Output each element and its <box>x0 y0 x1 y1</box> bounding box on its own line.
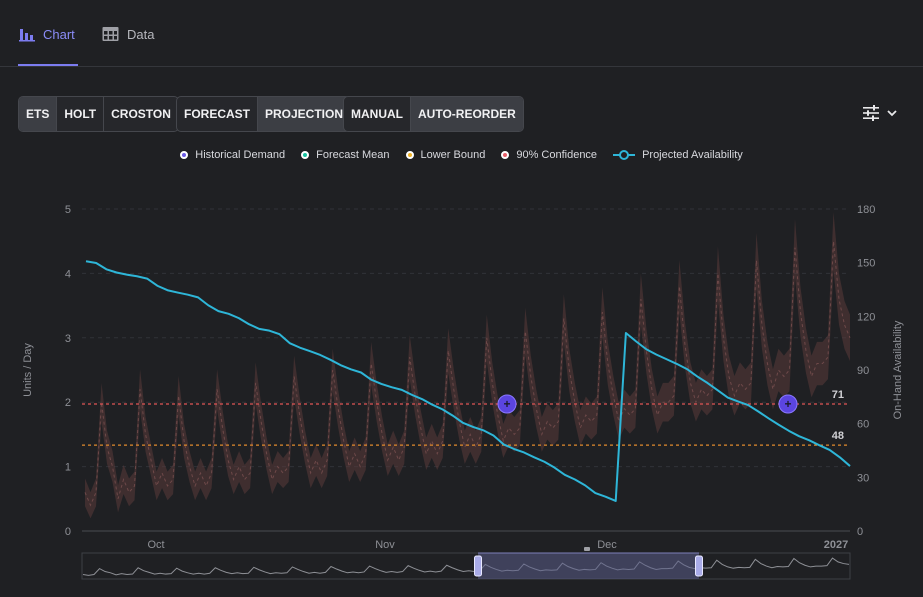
navigator-drag-grip[interactable] <box>584 547 590 551</box>
reorder-mode-toggle-group: MANUAL AUTO-REORDER <box>343 96 524 132</box>
bar-chart-icon <box>19 29 35 42</box>
manual-button[interactable]: MANUAL <box>351 107 403 121</box>
left-y-tick-label: 5 <box>65 204 71 216</box>
navigator-selection[interactable] <box>478 553 699 579</box>
right-axis-title: On-Hand Availability <box>892 320 904 419</box>
right-y-tick-label: 60 <box>857 419 869 431</box>
forecast-mean-line <box>84 241 851 507</box>
left-y-axis: 0 1 2 3 4 5 <box>65 204 71 538</box>
legend-confidence[interactable]: 90% Confidence <box>501 146 597 164</box>
legend-marker-icon <box>301 151 310 159</box>
legend-label: 90% Confidence <box>516 149 598 161</box>
projected-availability-line[interactable] <box>85 260 851 502</box>
table-icon <box>102 27 119 41</box>
navigator-track <box>81 552 851 580</box>
reorder-point-label: 71 <box>832 389 844 401</box>
legend-label: Lower Bound <box>420 149 486 161</box>
right-y-tick-label: 150 <box>857 258 875 270</box>
left-y-tick-label: 3 <box>65 333 71 345</box>
confidence-band-area <box>85 212 850 519</box>
legend-marker-icon <box>180 151 189 159</box>
tab-chart[interactable]: Chart <box>19 22 75 46</box>
chart-legend: Historical Demand Forecast Mean Lower Bo… <box>0 146 923 164</box>
reorder-marker-label: + <box>784 397 791 411</box>
view-tabs: Chart Data <box>0 0 923 67</box>
model-holt-button[interactable]: HOLT <box>56 97 103 131</box>
left-y-tick-label: 0 <box>65 526 71 538</box>
reorder-markers[interactable]: + + <box>497 394 798 414</box>
chart-settings-menu[interactable] <box>862 102 904 124</box>
right-y-tick-label: 90 <box>857 365 869 377</box>
legend-projected-availability[interactable]: Projected Availability <box>613 146 743 164</box>
chevron-down-icon <box>887 110 897 117</box>
legend-label: Historical Demand <box>195 149 286 161</box>
legend-label: Projected Availability <box>642 149 743 161</box>
active-tab-indicator <box>18 64 78 66</box>
range-navigator[interactable] <box>81 547 851 580</box>
tab-data-label: Data <box>127 26 155 42</box>
left-y-tick-label: 1 <box>65 462 71 474</box>
reorder-marker[interactable] <box>497 394 517 414</box>
auto-reorder-button[interactable]: AUTO-REORDER <box>410 97 523 131</box>
tab-chart-label: Chart <box>43 26 75 42</box>
navigator-left-handle[interactable] <box>474 555 482 577</box>
grid-lines <box>82 208 850 532</box>
x-tick-label: 2027 <box>824 539 848 551</box>
projection-button[interactable]: PROJECTION <box>257 97 351 131</box>
left-y-tick-label: 4 <box>65 268 71 280</box>
right-y-tick-label: 30 <box>857 472 869 484</box>
navigator-right-handle[interactable] <box>695 555 703 577</box>
right-y-tick-label: 180 <box>857 204 875 216</box>
tab-data[interactable]: Data <box>102 22 154 46</box>
model-croston-button[interactable]: CROSTON <box>103 97 178 131</box>
reorder-marker-label: + <box>503 397 510 411</box>
right-y-tick-label: 0 <box>857 526 863 538</box>
x-tick-label: Oct <box>147 539 164 551</box>
legend-line-icon <box>613 150 636 160</box>
safety-stock-label: 48 <box>832 430 844 442</box>
reorder-marker[interactable] <box>778 394 798 414</box>
left-y-tick-label: 2 <box>65 397 71 409</box>
projected-availability-series[interactable] <box>85 260 851 502</box>
reference-lines: 71 48 <box>82 389 850 446</box>
legend-historical-demand[interactable]: Historical Demand <box>180 146 285 164</box>
legend-marker-icon <box>501 151 510 159</box>
legend-marker-icon <box>405 151 414 159</box>
view-toggle-group: FORECAST PROJECTION <box>176 96 352 132</box>
x-tick-label: Nov <box>375 539 395 551</box>
legend-lower-bound[interactable]: Lower Bound <box>405 146 486 164</box>
model-ets-button[interactable]: ETS <box>19 97 57 131</box>
x-axis: Oct Nov Dec 2027 <box>147 539 848 551</box>
forecast-button[interactable]: FORECAST <box>184 107 250 121</box>
right-y-tick-label: 120 <box>857 311 875 323</box>
right-y-axis: 0 30 60 90 120 150 180 <box>857 204 875 538</box>
x-tick-label: Dec <box>597 539 617 551</box>
left-axis-title: Units / Day <box>22 343 34 397</box>
legend-forecast-mean[interactable]: Forecast Mean <box>301 146 390 164</box>
demand-confidence-band <box>84 212 851 519</box>
sliders-icon <box>863 105 879 121</box>
navigator-sparkline <box>82 557 850 576</box>
legend-label: Forecast Mean <box>316 149 390 161</box>
